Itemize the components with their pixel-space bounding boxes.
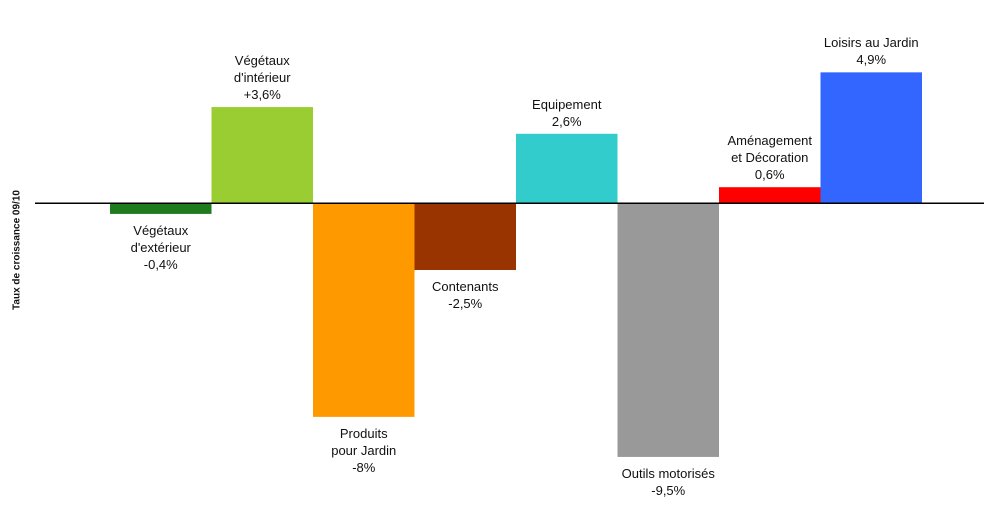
bar-label: Contenants -2,5% [385, 278, 545, 312]
bar [516, 133, 618, 204]
bar [414, 203, 516, 270]
value-label: -8% [352, 459, 376, 475]
bar-label: Outils motorisés -9,5% [588, 465, 748, 499]
bar-label: Végétaux d'intérieur +3,6% [182, 52, 342, 103]
value-label: 0,6% [754, 167, 785, 183]
bar [820, 72, 922, 204]
category-label: Contenants [432, 278, 499, 294]
category-label: Produits pour Jardin [331, 425, 397, 458]
bar-label: Equipement 2,6% [487, 96, 647, 130]
category-label: Outils motorisés [621, 465, 715, 481]
category-label: Loisirs au Jardin [823, 35, 919, 51]
bar-label: Végétaux d'extérieur -0,4% [81, 222, 241, 273]
y-axis-label: Taux de croissance 09/10 [11, 190, 23, 310]
value-label: -9,5% [651, 482, 686, 498]
bar [211, 107, 313, 204]
value-label: 2,6% [551, 113, 582, 129]
category-label: Végétaux d'extérieur [130, 222, 191, 255]
value-label: -0,4% [143, 256, 178, 272]
bar [617, 203, 719, 457]
value-label: 4,9% [856, 52, 887, 68]
bar [719, 187, 821, 204]
bar-label: Produits pour Jardin -8% [284, 425, 444, 476]
bar [313, 203, 415, 417]
category-label: Equipement [532, 96, 602, 112]
value-label: -2,5% [448, 295, 483, 311]
category-label: Aménagement et Décoration [727, 133, 813, 166]
value-label: +3,6% [243, 87, 281, 103]
category-label: Végétaux d'intérieur [233, 53, 291, 86]
bar-label: Loisirs au Jardin 4,9% [791, 34, 951, 68]
bar-label: Aménagement et Décoration 0,6% [690, 132, 850, 183]
bar [110, 203, 212, 214]
